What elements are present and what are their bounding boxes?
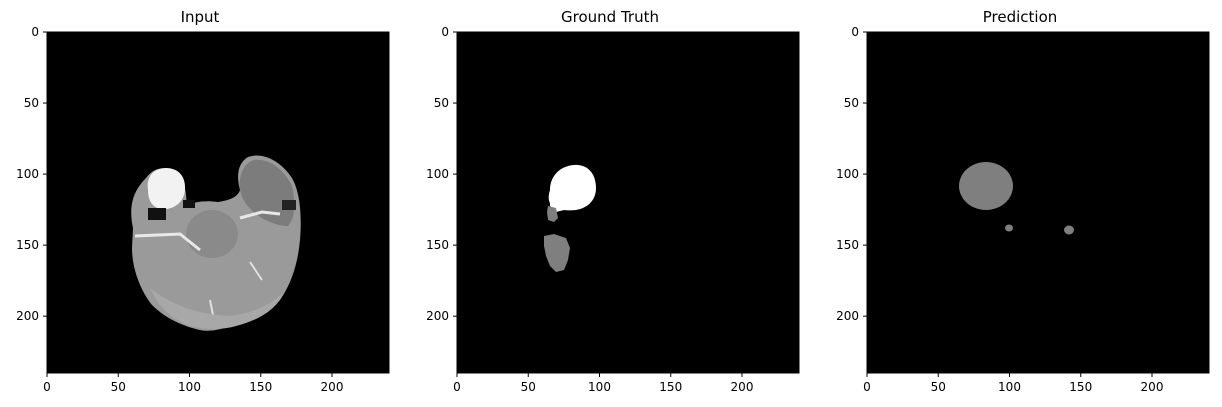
y-tick-label: 200: [426, 309, 449, 323]
y-tick-label: 150: [426, 238, 449, 252]
plot-prediction: 0 50 100 150 200 0 50 100 150 200: [836, 25, 1210, 394]
brainstem: [186, 210, 238, 258]
y-tick-label: 50: [24, 96, 39, 110]
bright-lesion: [147, 168, 186, 210]
panel-input: Input 0 50 100 150 200: [0, 0, 400, 407]
panel-title-input: Input: [180, 8, 220, 26]
y-tick-label: 100: [16, 167, 39, 181]
plot-ground-truth: 0 50 100 150 200 0 50 100 150 200: [426, 25, 800, 394]
image-area-prediction: [867, 32, 1209, 373]
x-ticks-ground-truth: 0 50 100 150 200: [453, 373, 753, 394]
mask-gray-dot: [1064, 225, 1074, 235]
y-tick-label: 0: [441, 25, 449, 39]
panel-title-prediction: Prediction: [982, 8, 1058, 26]
mask-gray-region: [547, 206, 558, 222]
x-tick-label: 200: [731, 380, 754, 394]
x-tick-label: 200: [1141, 380, 1164, 394]
panel-title-ground-truth: Ground Truth: [561, 8, 659, 26]
mask-white-region: [548, 164, 596, 211]
bright-vessel: [249, 261, 263, 281]
x-ticks-prediction: 0 50 100 150 200: [863, 373, 1163, 394]
x-tick-label: 0: [453, 380, 461, 394]
y-tick-label: 200: [16, 309, 39, 323]
bright-vessel: [134, 232, 201, 252]
brain-right-lobe: [239, 159, 295, 226]
axes-frame: [866, 31, 1210, 374]
y-ticks-ground-truth: 0 50 100 150 200: [426, 25, 457, 323]
mask-gray-region: [959, 162, 1013, 210]
y-tick-label: 0: [31, 25, 39, 39]
y-tick-label: 50: [434, 96, 449, 110]
x-tick-label: 100: [588, 380, 611, 394]
y-tick-label: 150: [836, 238, 859, 252]
x-tick-label: 150: [249, 380, 272, 394]
x-tick-label: 150: [1069, 380, 1092, 394]
plot-input: 0 50 100 150 200 0 50 100 150 200: [16, 25, 390, 394]
panel-prediction: Prediction 0 50 100 150 200 0 50 100 150 200: [820, 0, 1220, 407]
mask-gray-dot: [1005, 224, 1013, 232]
x-ticks-input: 0 50 100 150 200: [43, 373, 343, 394]
y-tick-label: 0: [851, 25, 859, 39]
y-ticks-prediction: 0 50 100 150 200: [836, 25, 867, 323]
y-ticks-input: 0 50 100 150 200: [16, 25, 47, 323]
panel-ground-truth: Ground Truth 0 50 100 150 200 0 50 100 150 200: [410, 0, 810, 407]
image-area-ground-truth: [457, 32, 799, 373]
x-tick-label: 100: [178, 380, 201, 394]
x-tick-label: 0: [863, 380, 871, 394]
dark-spot: [282, 200, 296, 210]
y-tick-label: 50: [844, 96, 859, 110]
x-tick-label: 50: [111, 380, 126, 394]
dark-spot: [148, 208, 166, 220]
axes-frame: [456, 31, 800, 374]
y-tick-label: 150: [16, 238, 39, 252]
x-tick-label: 50: [931, 380, 946, 394]
mask-gray-region: [544, 234, 570, 272]
axes-frame: [46, 31, 390, 374]
dark-spot: [183, 200, 195, 208]
x-tick-label: 100: [998, 380, 1021, 394]
x-tick-label: 50: [521, 380, 536, 394]
y-tick-label: 100: [836, 167, 859, 181]
x-tick-label: 150: [659, 380, 682, 394]
y-tick-label: 100: [426, 167, 449, 181]
lower-lobes: [150, 288, 284, 329]
brain-image: [131, 155, 301, 331]
x-tick-label: 200: [321, 380, 344, 394]
y-tick-label: 200: [836, 309, 859, 323]
x-tick-label: 0: [43, 380, 51, 394]
bright-vessel: [239, 210, 281, 220]
